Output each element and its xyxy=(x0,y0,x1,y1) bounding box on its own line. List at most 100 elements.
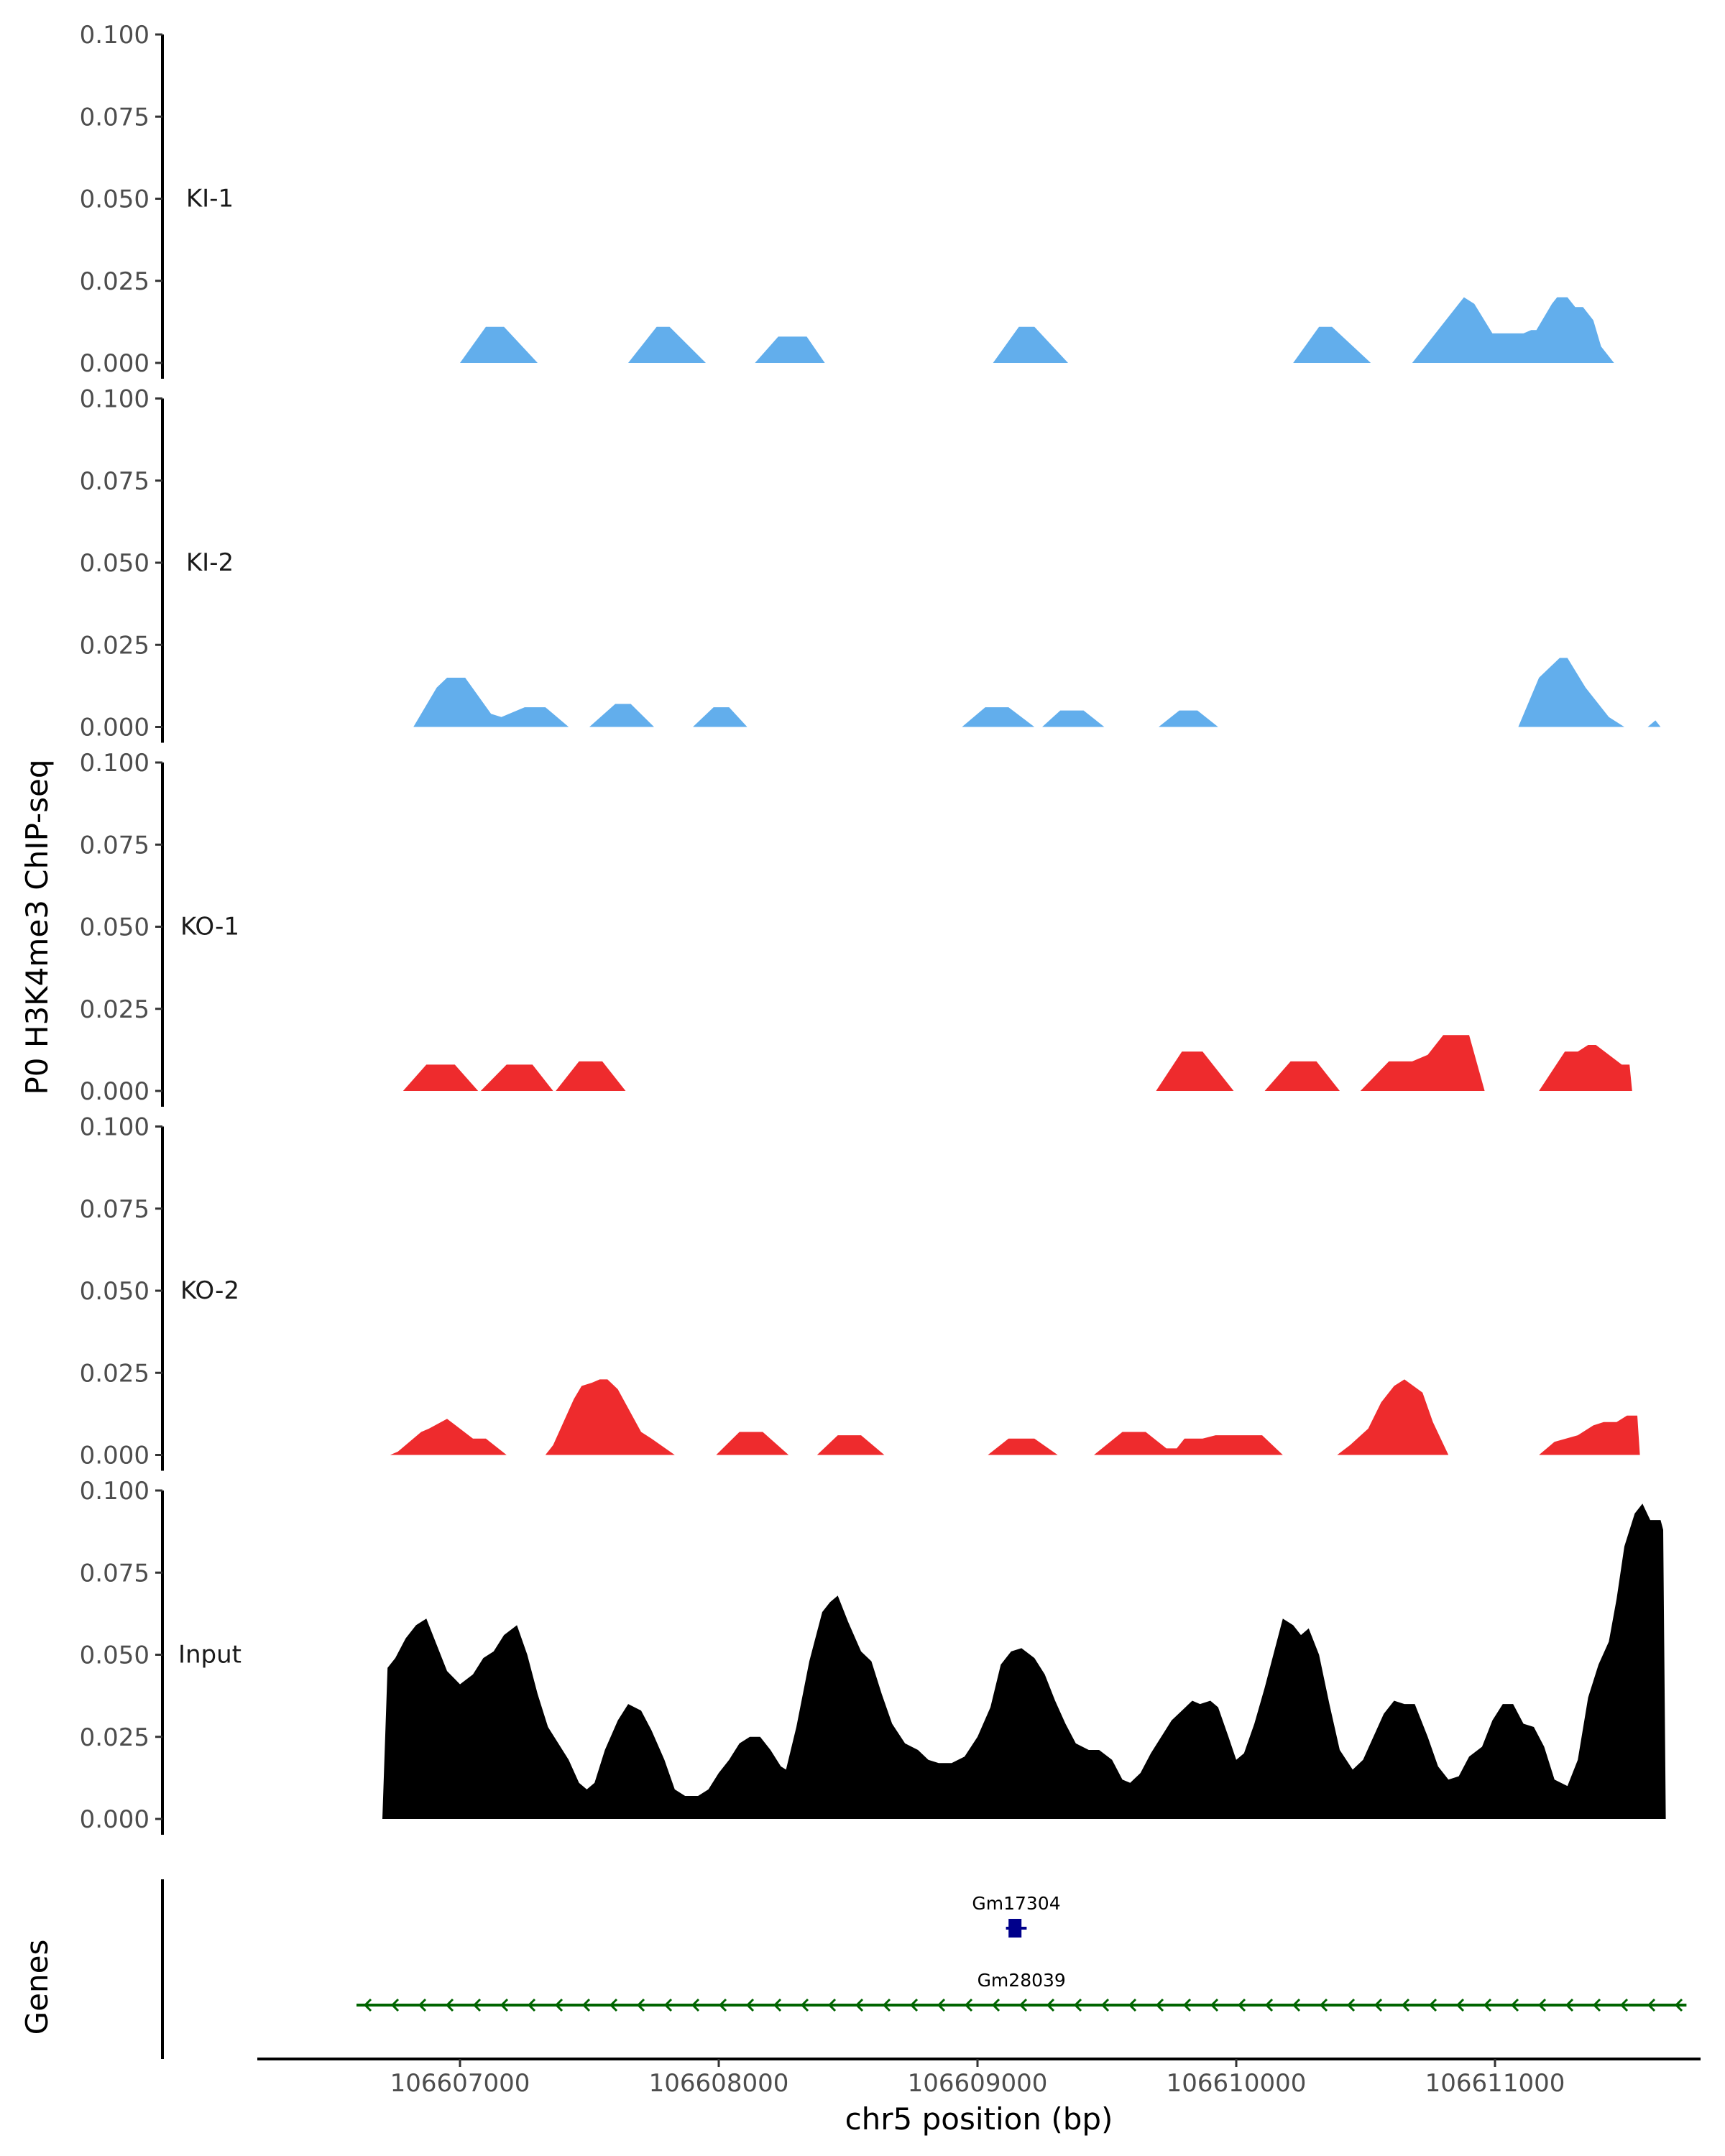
coverage-area xyxy=(755,336,825,363)
coverage-area xyxy=(993,326,1068,363)
coverage-area xyxy=(1156,1051,1234,1091)
genes-layer: Gm17304 Gm28039 xyxy=(161,1879,1687,2059)
strand-arrow xyxy=(1128,1998,1137,2012)
coverage-area xyxy=(1094,1432,1283,1455)
y-tick-label: 0.050 xyxy=(80,549,150,578)
strand-arrow xyxy=(472,1998,482,2012)
y-tick-label: 0.025 xyxy=(80,1723,150,1752)
strand-arrow xyxy=(1210,1998,1219,2012)
x-axis: 106607000 106608000 106609000 106610000 1066… xyxy=(257,2058,1701,2098)
strand-arrow xyxy=(1018,1998,1028,2012)
strand-arrow xyxy=(1237,1998,1246,2012)
coverage-area xyxy=(628,326,706,363)
coverage-area xyxy=(1360,1035,1485,1091)
strand-arrow xyxy=(1428,1998,1438,2012)
strand-arrow xyxy=(1182,1998,1192,2012)
coverage-area xyxy=(962,707,1035,727)
y-tick-label: 0.100 xyxy=(80,749,150,778)
y-tick-label: 0.100 xyxy=(80,385,150,414)
strand-arrow xyxy=(909,1998,919,2012)
track-panel-input: 0.000 0.025 0.050 0.075 0.100 Input xyxy=(80,1477,1666,1835)
y-tick-label: 0.000 xyxy=(80,1077,150,1106)
y-tick-label: 0.075 xyxy=(80,831,150,860)
x-axis-title: chr5 position (bp) xyxy=(845,2101,1113,2137)
coverage-area xyxy=(1159,710,1218,727)
coverage-area xyxy=(413,678,569,727)
coverage-area xyxy=(1518,658,1624,727)
coverage-area xyxy=(390,1419,507,1455)
strand-arrow xyxy=(1592,1998,1601,2012)
strand-arrow xyxy=(1455,1998,1465,2012)
y-tick-label: 0.025 xyxy=(80,995,150,1024)
gene-gm17304: Gm17304 xyxy=(972,1893,1061,1938)
strand-arrow xyxy=(1292,1998,1301,2012)
coverage-area xyxy=(545,1379,675,1455)
strand-arrow xyxy=(581,1998,591,2012)
y-tick-label: 0.050 xyxy=(80,913,150,942)
track-panel-ki-1: 0.000 0.025 0.050 0.075 0.100 KI-1 xyxy=(80,21,1614,379)
y-tick-label: 0.075 xyxy=(80,1195,150,1224)
coverage-area xyxy=(693,707,748,727)
strand-arrow xyxy=(418,1998,427,2012)
strand-arrow xyxy=(390,1998,400,2012)
track-label: KI-1 xyxy=(186,185,234,213)
track-label: KO-1 xyxy=(180,913,239,941)
x-tick-label: 106609000 xyxy=(908,2069,1048,2098)
strand-arrow xyxy=(1100,1998,1110,2012)
gene-label: Gm17304 xyxy=(972,1893,1060,1914)
strand-arrow xyxy=(1319,1998,1328,2012)
strand-arrow xyxy=(1264,1998,1274,2012)
gene-exon xyxy=(1008,1919,1022,1938)
strand-arrow xyxy=(855,1998,864,2012)
strand-arrow xyxy=(527,1998,536,2012)
strand-arrow xyxy=(1483,1998,1492,2012)
y-tick-label: 0.050 xyxy=(80,185,150,214)
coverage-area xyxy=(460,326,538,363)
y-tick-label: 0.100 xyxy=(80,1113,150,1142)
strand-arrow xyxy=(363,1998,372,2012)
strand-arrow xyxy=(1155,1998,1164,2012)
coverage-area xyxy=(1264,1061,1340,1091)
strand-arrow xyxy=(554,1998,564,2012)
y-tick-label: 0.000 xyxy=(80,1442,150,1470)
y-tick-label: 0.025 xyxy=(80,267,150,296)
strand-arrow xyxy=(1619,1998,1629,2012)
coverage-area xyxy=(1647,720,1661,727)
coverage-area xyxy=(382,1503,1666,1819)
y-tick-label: 0.100 xyxy=(80,1477,150,1506)
strand-arrow xyxy=(1346,1998,1356,2012)
x-tick-label: 106611000 xyxy=(1425,2069,1565,2098)
strand-arrow xyxy=(800,1998,809,2012)
y-tick-label: 0.025 xyxy=(80,1359,150,1388)
y-tick-label: 0.100 xyxy=(80,21,150,50)
y-tick-label: 0.050 xyxy=(80,1277,150,1306)
strand-arrow xyxy=(500,1998,509,2012)
strand-arrow xyxy=(718,1998,727,2012)
y-tick-label: 0.000 xyxy=(80,714,150,742)
coverage-area xyxy=(1042,710,1105,727)
y-tick-label: 0.025 xyxy=(80,631,150,660)
strand-arrow xyxy=(1537,1998,1547,2012)
strand-arrow xyxy=(663,1998,673,2012)
x-tick-label: 106607000 xyxy=(390,2069,530,2098)
coverage-area xyxy=(816,1435,885,1455)
y-tick-label: 0.075 xyxy=(80,467,150,496)
strand-arrow xyxy=(964,1998,973,2012)
track-label: Input xyxy=(178,1641,242,1669)
y-tick-label: 0.050 xyxy=(80,1641,150,1670)
coverage-area xyxy=(1412,297,1614,363)
gene-gm28039: Gm28039 xyxy=(356,1970,1687,2012)
x-tick-label: 106608000 xyxy=(649,2069,789,2098)
strand-arrow xyxy=(1565,1998,1574,2012)
coverage-area xyxy=(1293,326,1371,363)
strand-arrow xyxy=(1073,1998,1082,2012)
x-tick-label: 106610000 xyxy=(1167,2069,1307,2098)
strand-arrow xyxy=(636,1998,645,2012)
strand-arrow xyxy=(827,1998,837,2012)
strand-arrow xyxy=(1401,1998,1410,2012)
strand-arrow xyxy=(882,1998,891,2012)
strand-arrow xyxy=(691,1998,700,2012)
gene-label: Gm28039 xyxy=(978,1970,1066,1991)
y-tick-label: 0.000 xyxy=(80,349,150,378)
